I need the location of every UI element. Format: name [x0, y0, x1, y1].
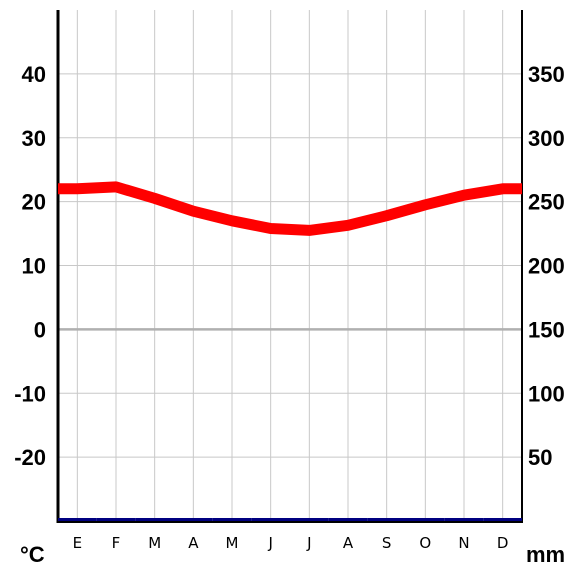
- right-tick-label: 350: [528, 62, 565, 87]
- right-tick-label: 250: [528, 190, 565, 215]
- left-tick-label: -10: [14, 381, 46, 406]
- temperature-point: [153, 197, 156, 200]
- month-label: A: [343, 534, 354, 552]
- month-label: M: [148, 534, 161, 552]
- month-label: F: [112, 534, 121, 552]
- left-tick-label: 0: [34, 317, 46, 342]
- temperature-point: [192, 210, 195, 213]
- temperature-point: [308, 229, 311, 232]
- temperature-point: [463, 194, 465, 197]
- temperature-series: [58, 181, 522, 236]
- left-tick-label: 40: [22, 62, 46, 87]
- month-label: N: [458, 534, 469, 552]
- temperature-point: [115, 185, 117, 188]
- left-axis-tick-labels: 40 30 20 10 0 -10 -20: [14, 62, 46, 470]
- temperature-point: [76, 187, 79, 190]
- month-label: J: [306, 534, 311, 552]
- month-label: E: [73, 534, 82, 552]
- month-label: A: [188, 534, 199, 552]
- temperature-point: [385, 214, 388, 217]
- temperature-point: [501, 187, 504, 190]
- left-tick-label: 10: [22, 254, 46, 279]
- left-tick-label: -20: [14, 445, 46, 470]
- left-axis-unit: °C: [20, 542, 45, 567]
- right-tick-label: 150: [528, 317, 565, 342]
- temperature-point: [269, 227, 272, 230]
- right-tick-label: 200: [528, 254, 565, 279]
- month-label: M: [226, 534, 239, 552]
- horizontal-gridlines: [58, 73, 522, 458]
- left-tick-label: 30: [22, 126, 46, 151]
- temperature-point: [231, 219, 233, 222]
- right-axis-unit: mm: [526, 542, 565, 567]
- month-label: D: [497, 534, 509, 552]
- right-tick-label: 300: [528, 126, 565, 151]
- right-tick-label: 100: [528, 381, 565, 406]
- right-axis-tick-labels: 350 300 250 200 150 100 50: [528, 62, 565, 470]
- axes: [56, 10, 523, 523]
- month-label: J: [267, 534, 272, 552]
- temperature-line: [58, 181, 522, 236]
- temperature-point: [347, 224, 349, 227]
- month-label: O: [419, 534, 431, 552]
- temperature-point: [424, 203, 427, 206]
- right-tick-label: 50: [528, 445, 552, 470]
- left-tick-label: 20: [22, 190, 46, 215]
- month-label: S: [382, 534, 392, 552]
